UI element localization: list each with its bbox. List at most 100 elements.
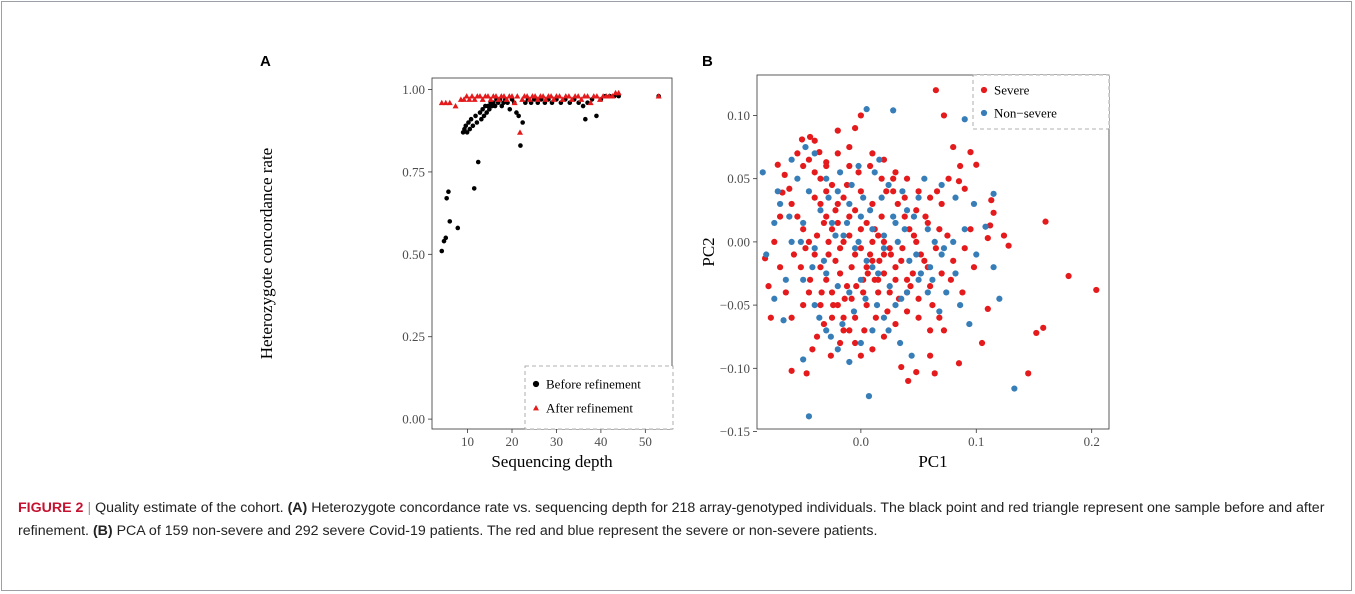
data-point <box>800 226 807 233</box>
data-point <box>894 238 901 245</box>
data-point <box>580 103 586 109</box>
data-point <box>800 356 807 363</box>
data-point <box>890 175 897 182</box>
data-point <box>487 107 492 112</box>
data-point <box>823 213 830 220</box>
data-point <box>479 96 486 102</box>
data-point <box>927 352 934 359</box>
data-point <box>860 289 867 296</box>
data-point <box>811 150 818 157</box>
data-point <box>864 270 871 277</box>
y-axis-label: Heterozygote concordance rate <box>257 148 276 359</box>
data-point <box>828 226 836 233</box>
data-point <box>867 251 874 258</box>
panel-a-chart: A 10 20 30 40 50 0.00 0.25 0.50 0.75 1.00 Sequenci… <box>257 53 674 471</box>
data-point <box>855 169 862 176</box>
data-point <box>957 302 964 309</box>
data-point <box>534 96 541 102</box>
data-point <box>901 194 908 201</box>
data-point <box>834 283 841 290</box>
data-point <box>869 226 876 233</box>
data-point <box>875 289 882 296</box>
data-point <box>932 245 939 252</box>
data-point <box>915 314 922 321</box>
data-point <box>903 289 911 296</box>
data-point <box>806 133 814 141</box>
data-point <box>455 225 461 231</box>
data-point <box>927 327 934 334</box>
data-point <box>875 270 882 277</box>
data-point <box>825 194 832 201</box>
data-point <box>823 188 830 195</box>
panel-b: B 0.0 0.1 0.2 −0.15 −0.10 −0.05 0.00 0.05 0.10 PC… <box>699 50 1110 490</box>
data-point <box>905 377 912 385</box>
data-point <box>485 93 491 99</box>
data-point <box>892 264 899 271</box>
data-point <box>876 156 883 163</box>
data-point <box>843 219 851 227</box>
data-point <box>955 360 963 367</box>
data-point <box>532 93 539 99</box>
data-point <box>961 116 968 123</box>
data-point <box>924 219 931 227</box>
data-point <box>794 150 801 157</box>
data-point <box>834 346 841 353</box>
data-point <box>873 302 881 309</box>
data-point <box>517 129 523 135</box>
data-point <box>850 308 858 315</box>
data-point <box>940 112 948 119</box>
data-point <box>851 339 859 347</box>
data-point <box>788 367 795 374</box>
data-point <box>910 213 918 220</box>
legend-box <box>524 365 674 430</box>
data-point <box>872 314 879 321</box>
data-point <box>578 96 585 102</box>
data-point <box>846 289 853 296</box>
data-point <box>811 245 818 252</box>
data-point <box>957 162 964 170</box>
data-point <box>878 194 885 201</box>
data-point <box>475 159 481 165</box>
legend-label: Before refinement <box>546 377 641 392</box>
data-point <box>903 207 911 214</box>
data-point <box>1065 272 1072 280</box>
data-point <box>481 113 487 119</box>
x-axis-label: Sequencing depth <box>491 452 613 471</box>
data-point <box>936 308 943 315</box>
legend-label: Severe <box>994 83 1030 98</box>
data-point <box>863 264 870 271</box>
data-point <box>973 161 980 168</box>
data-point <box>857 245 864 252</box>
data-point <box>805 156 813 163</box>
data-point <box>559 96 566 102</box>
data-point <box>797 238 804 245</box>
x-tick-label: 20 <box>506 434 519 449</box>
data-point <box>477 93 483 99</box>
data-point <box>917 251 924 258</box>
data-point <box>907 283 914 290</box>
data-point <box>880 232 888 239</box>
data-point <box>827 333 834 340</box>
data-point <box>924 289 931 296</box>
data-point <box>878 175 885 182</box>
data-point <box>466 120 471 125</box>
data-point <box>869 200 876 208</box>
data-point <box>609 93 616 99</box>
data-point <box>933 188 941 195</box>
data-point <box>839 320 846 328</box>
data-point <box>823 270 830 277</box>
data-point <box>518 143 523 148</box>
data-point <box>938 200 945 208</box>
data-point <box>988 197 995 204</box>
data-point <box>970 264 978 271</box>
data-point <box>898 363 905 371</box>
data-point <box>880 245 888 252</box>
data-point <box>959 289 966 296</box>
data-point <box>806 276 814 283</box>
data-point <box>892 169 899 176</box>
data-point <box>892 219 899 227</box>
data-point <box>811 137 818 144</box>
caption-b-text: PCA of 159 non-severe and 292 severe Cov… <box>116 523 878 539</box>
data-point <box>846 232 853 239</box>
series-before-refinement <box>439 93 661 254</box>
